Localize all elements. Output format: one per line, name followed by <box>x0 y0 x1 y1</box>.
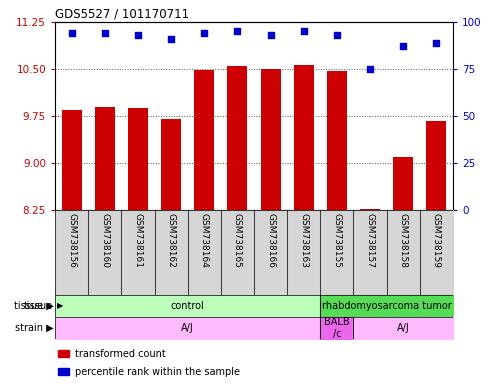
Bar <box>128 109 148 210</box>
Bar <box>194 70 214 210</box>
Bar <box>294 65 314 210</box>
Text: GSM738158: GSM738158 <box>399 213 408 268</box>
Text: GSM738160: GSM738160 <box>100 213 109 268</box>
Text: GSM738165: GSM738165 <box>233 213 242 268</box>
Bar <box>62 110 81 210</box>
Text: percentile rank within the sample: percentile rank within the sample <box>74 367 240 377</box>
Text: ▶: ▶ <box>57 301 64 311</box>
Text: GSM738157: GSM738157 <box>366 213 375 268</box>
Point <box>399 43 407 50</box>
Point <box>68 30 75 36</box>
Text: strain ▶: strain ▶ <box>15 323 54 333</box>
Text: transformed count: transformed count <box>74 349 165 359</box>
Text: GSM738156: GSM738156 <box>67 213 76 268</box>
Point <box>134 32 142 38</box>
Text: GSM738159: GSM738159 <box>432 213 441 268</box>
Point <box>234 28 242 35</box>
Text: GDS5527 / 101170711: GDS5527 / 101170711 <box>55 8 189 21</box>
Bar <box>360 209 380 210</box>
Text: GSM738161: GSM738161 <box>134 213 142 268</box>
Bar <box>426 121 446 210</box>
Bar <box>393 157 413 210</box>
Point <box>300 28 308 35</box>
Point <box>366 66 374 72</box>
Bar <box>327 71 347 210</box>
Bar <box>161 119 181 210</box>
Text: tissue ▶: tissue ▶ <box>14 301 54 311</box>
Text: GSM738155: GSM738155 <box>332 213 342 268</box>
Text: BALB
/c: BALB /c <box>324 317 350 339</box>
Text: rhabdomyosarcoma tumor: rhabdomyosarcoma tumor <box>322 301 452 311</box>
Text: A/J: A/J <box>397 323 410 333</box>
Text: GSM738164: GSM738164 <box>200 213 209 267</box>
Bar <box>95 107 115 210</box>
Point <box>167 36 175 42</box>
Bar <box>58 368 69 375</box>
Point <box>333 32 341 38</box>
Point <box>200 30 208 36</box>
Point <box>432 40 440 46</box>
Bar <box>227 66 247 210</box>
Bar <box>261 69 281 210</box>
Point <box>267 32 275 38</box>
Bar <box>58 350 69 358</box>
Text: GSM738166: GSM738166 <box>266 213 275 268</box>
Text: tissue: tissue <box>23 301 53 311</box>
Point <box>101 30 108 36</box>
Text: control: control <box>171 301 205 311</box>
Text: GSM738163: GSM738163 <box>299 213 308 268</box>
Text: GSM738162: GSM738162 <box>167 213 176 267</box>
Text: A/J: A/J <box>181 323 194 333</box>
